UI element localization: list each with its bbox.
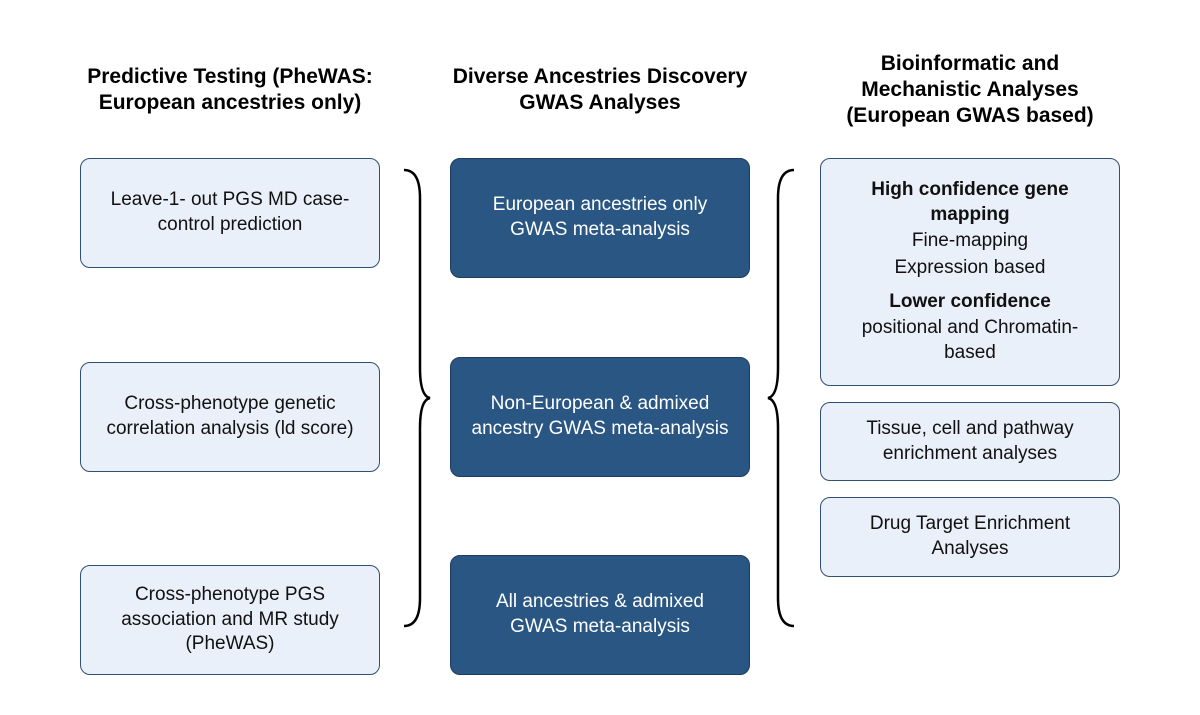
- gene-mapping-line-5: positional and Chromatin-based: [839, 316, 1101, 365]
- box-non-european-gwas: Non-European & admixed ancestry GWAS met…: [450, 357, 750, 477]
- brace-left-icon: [398, 168, 432, 628]
- box-pgs-prediction: Leave-1- out PGS MD case-control predict…: [80, 158, 380, 268]
- box-ld-score: Cross-phenotype genetic correlation anal…: [80, 362, 380, 472]
- column-bioinformatic: Bioinformatic and Mechanistic Analyses (…: [820, 50, 1120, 675]
- box-european-gwas: European ancestries only GWAS meta-analy…: [450, 158, 750, 278]
- boxes-center: European ancestries only GWAS meta-analy…: [450, 158, 750, 675]
- box-all-ancestries-gwas: All ancestries & admixed GWAS meta-analy…: [450, 555, 750, 675]
- box-phewas-mr: Cross-phenotype PGS association and MR s…: [80, 565, 380, 675]
- header-center: Diverse Ancestries Discovery GWAS Analys…: [450, 50, 750, 130]
- boxes-left: Leave-1- out PGS MD case-control predict…: [80, 158, 380, 675]
- header-right: Bioinformatic and Mechanistic Analyses (…: [820, 50, 1120, 130]
- box-gene-mapping: High confidence gene mapping Fine-mappin…: [820, 158, 1120, 386]
- box-enrichment: Tissue, cell and pathway enrichment anal…: [820, 402, 1120, 481]
- gene-mapping-line-4: Lower confidence: [889, 290, 1051, 315]
- header-left: Predictive Testing (PheWAS: European anc…: [80, 50, 380, 130]
- gene-mapping-line-2: Fine-mapping: [912, 229, 1028, 254]
- brace-right-icon: [766, 168, 800, 628]
- gwas-workflow-diagram: Predictive Testing (PheWAS: European anc…: [0, 0, 1200, 715]
- gene-mapping-line-1: High confidence gene mapping: [839, 178, 1101, 227]
- boxes-right: High confidence gene mapping Fine-mappin…: [820, 158, 1120, 675]
- column-discovery-gwas: Diverse Ancestries Discovery GWAS Analys…: [450, 50, 750, 675]
- gene-mapping-line-3: Expression based: [894, 256, 1045, 281]
- column-predictive-testing: Predictive Testing (PheWAS: European anc…: [80, 50, 380, 675]
- box-drug-target: Drug Target Enrichment Analyses: [820, 497, 1120, 576]
